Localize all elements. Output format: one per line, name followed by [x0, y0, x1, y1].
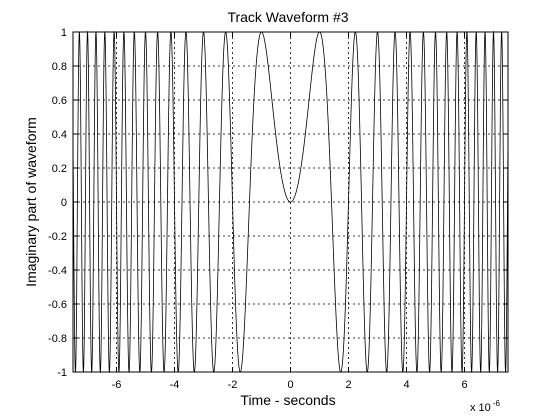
y-tick-labels: -1 -0.8 -0.6 -0.4 -0.2 0 0.2 0.4 0.6 0.8 1: [48, 27, 67, 379]
y-tick-label: 0.4: [52, 129, 67, 141]
x-tick-labels: -6 -4 -2 0 2 4 6: [112, 379, 468, 391]
y-tick-label: -0.8: [48, 333, 67, 345]
y-tick-label: 0.6: [52, 95, 67, 107]
y-tick-label: 0: [61, 197, 67, 209]
x-axis-multiplier: x 10 -6: [470, 399, 500, 414]
x-tick-label: -4: [170, 379, 180, 391]
x-tick-label: 2: [345, 379, 351, 391]
x-tick-label: -6: [112, 379, 122, 391]
x-axis-label: Time - seconds: [240, 392, 335, 408]
y-tick-label: -0.2: [48, 231, 67, 243]
y-axis-label: Imaginary part of waveform: [23, 117, 39, 287]
x-tick-label: 4: [403, 379, 409, 391]
x-tick-label: 6: [461, 379, 467, 391]
x-axis-multiplier-exponent: -6: [493, 399, 501, 408]
y-tick-label: 0.2: [52, 163, 67, 175]
y-tick-label: -1: [57, 367, 67, 379]
y-tick-label: 1: [61, 27, 67, 39]
tick-marks: [73, 31, 508, 373]
chart-title: Track Waveform #3: [227, 9, 348, 25]
x-tick-label: 0: [287, 379, 293, 391]
y-tick-label: -0.4: [48, 265, 67, 277]
x-axis-multiplier-base: x 10: [470, 402, 491, 414]
y-tick-label: -0.6: [48, 299, 67, 311]
x-tick-label: -2: [228, 379, 238, 391]
y-tick-label: 0.8: [52, 61, 67, 73]
